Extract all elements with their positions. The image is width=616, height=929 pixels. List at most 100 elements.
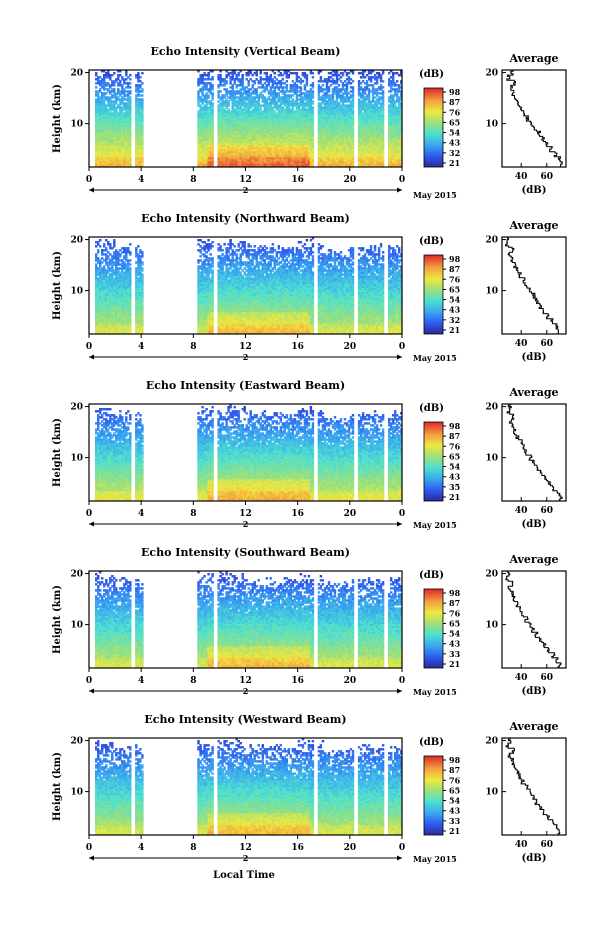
heatmap-cell [135,86,137,88]
heatmap-cell [292,125,294,127]
heatmap-cell [113,72,115,74]
heatmap-cell [103,163,105,165]
heatmap-cell [197,104,199,106]
heatmap-cell [139,76,141,78]
heatmap-cell [217,86,219,88]
heatmap-cell [211,153,213,155]
heatmap-cell [266,86,268,88]
heatmap-cell [219,74,221,76]
heatmap-cell [103,135,105,137]
heatmap-cell [292,80,294,82]
heatmap-cell [211,94,213,96]
heatmap-cell [292,86,294,88]
heatmap-cell [229,90,231,92]
heatmap-cell [197,115,199,117]
heatmap-cell [141,98,143,100]
heatmap-cell [197,78,199,80]
heatmap-cell [129,104,131,106]
heatmap-cell [103,125,105,127]
heatmap-cell [296,84,298,86]
heatmap-cell [274,72,276,74]
heatmap-cell [129,78,131,80]
heatmap-cell [260,76,262,78]
heatmap-cell [135,76,137,78]
heatmap-cell [141,125,143,127]
heatmap-cell [129,153,131,155]
heatmap-cell [282,78,284,80]
heatmap-cell [292,115,294,117]
heatmap-cell [292,153,294,155]
heatmap-cell [266,72,268,74]
heatmap-cell [197,125,199,127]
heatmap-cell [95,72,97,74]
heatmap-cell [135,143,137,145]
heatmap-cell [229,110,231,112]
heatmap-cell [229,143,231,145]
heatmap-cell [260,86,262,88]
heatmap-cell [292,163,294,165]
heatmap-cell [242,76,244,78]
heatmap-cell [211,143,213,145]
heatmap-cell [141,72,143,74]
heatmap-cell [141,143,143,145]
heatmap-cell [141,94,143,96]
heatmap-cell [113,88,115,90]
heatmap-cell [232,86,234,88]
heatmap-cell [119,74,121,76]
heatmap-cell [197,135,199,137]
heatmap-cell [197,143,199,145]
heatmap-cell [129,143,131,145]
panel-title: Echo Intensity (Vertical Beam) [150,45,340,58]
heatmap-cell [141,153,143,155]
heatmap-cell [225,80,227,82]
heatmap-cell [292,143,294,145]
heatmap-cell [197,110,199,112]
heatmap-cell [260,163,262,165]
heatmap-cell [103,74,105,76]
heatmap-cell [103,92,105,94]
heatmap-cell [197,163,199,165]
heatmap-cell [129,163,131,165]
heatmap-cell [242,74,244,76]
heatmap-cell [103,76,105,78]
heatmap-cell [141,88,143,90]
heatmap-cell [260,153,262,155]
heatmap-cell [229,94,231,96]
heatmap-cell [292,94,294,96]
heatmap-cell [141,135,143,137]
heatmap-cell [129,96,131,98]
heatmap-cell [135,153,137,155]
heatmap-cell [211,104,213,106]
heatmap-cell [129,90,131,92]
heatmap-cell [129,74,131,76]
heatmap-cell [197,153,199,155]
figure-canvas: Echo Intensity (Vertical Beam)1020Height… [0,0,616,929]
heatmap-cell [260,125,262,127]
heatmap-cell [103,104,105,106]
heatmap-cell [211,92,213,94]
heatmap-cell [292,135,294,137]
heatmap-cell [292,84,294,86]
heatmap-cell [135,135,137,137]
heatmap-cell [260,135,262,137]
heatmap-cell [137,72,139,74]
heatmap-cell [211,163,213,165]
heatmap-cell [129,125,131,127]
heatmap-cell [141,104,143,106]
heatmap-cell [103,115,105,117]
heatmap-cell [197,90,199,92]
heatmap-cell [211,125,213,127]
heatmap-cell [135,84,137,86]
heatmap-cell [211,76,213,78]
heatmap-cell [292,98,294,100]
heatmap-cells [95,70,402,167]
heatmap-cell [129,135,131,137]
heatmap-cell [288,76,290,78]
heatmap-cell [141,82,143,84]
heatmap-cell [103,143,105,145]
heatmap-cell [135,104,137,106]
panels-group: Echo Intensity (Vertical Beam)1020Height… [52,45,566,864]
heatmap-cell [292,104,294,106]
heatmap-cell [236,86,238,88]
heatmap-cell [260,92,262,94]
